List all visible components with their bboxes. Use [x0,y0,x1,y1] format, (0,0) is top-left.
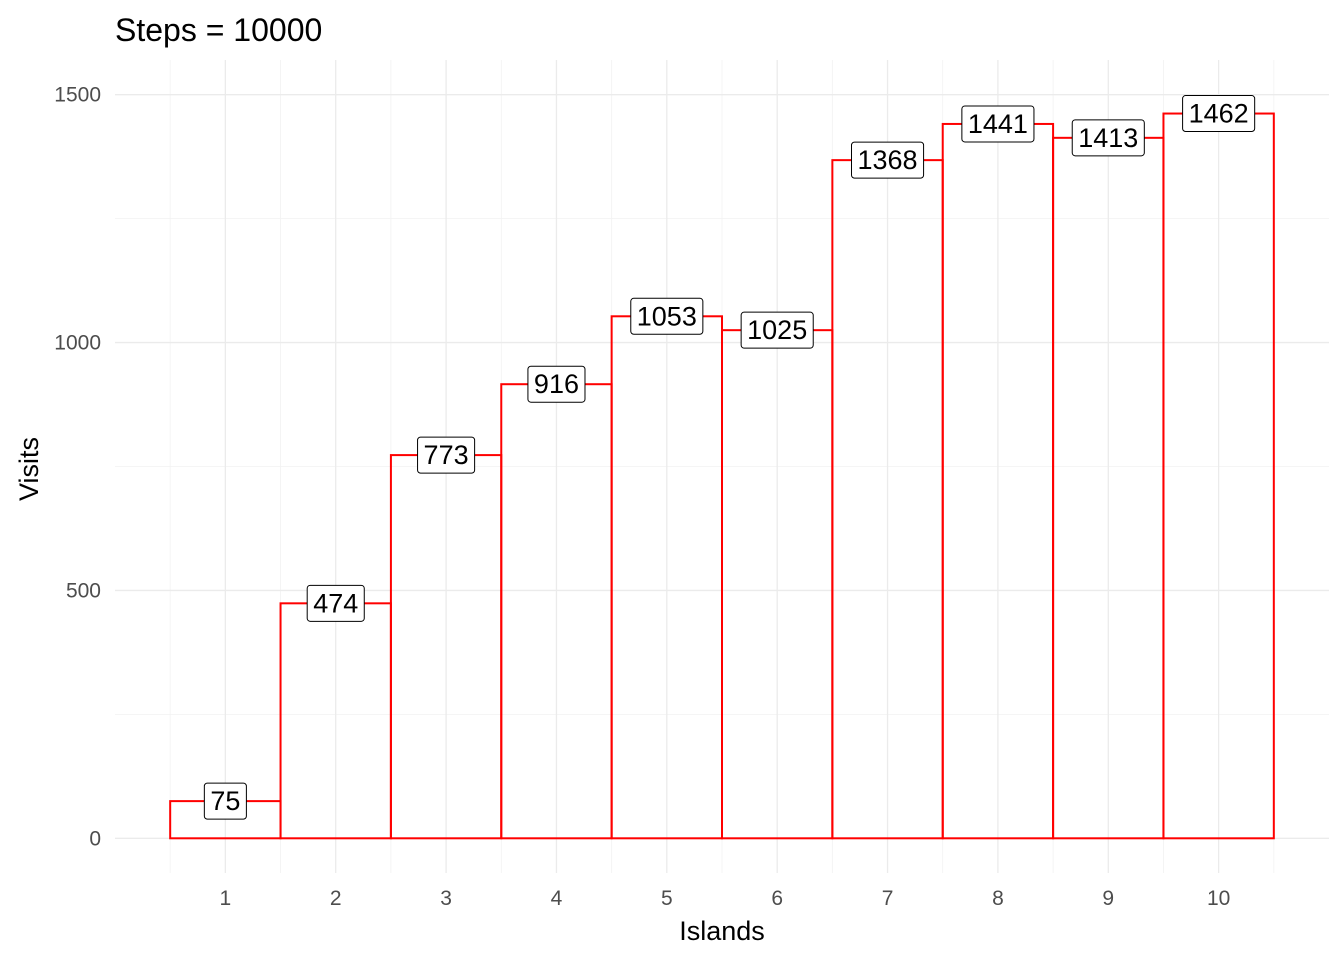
x-tick-label: 1 [220,887,232,910]
x-tick-label: 7 [882,887,894,910]
data-label-text: 916 [534,369,579,399]
y-tick-label: 0 [89,827,101,850]
data-label: 1053 [630,297,704,335]
data-label: 773 [417,436,476,474]
data-label-text: 75 [210,786,240,816]
data-label-box [1071,119,1145,157]
data-label-box [1182,95,1256,133]
data-label: 1025 [740,311,814,349]
x-tick-label: 9 [1102,887,1114,910]
data-label-box [630,297,704,335]
data-label: 474 [306,584,365,622]
axis-ticks: 0 500 1000 1500 1 2 3 4 5 6 7 8 9 10 [54,84,1230,910]
data-label: 1441 [961,105,1035,143]
x-tick-label: 3 [440,887,452,910]
data-label-text: 1441 [968,109,1028,139]
data-label: 1368 [851,141,925,179]
x-tick-label: 5 [661,887,673,910]
data-label-box [740,311,814,349]
data-label-box [203,782,247,820]
chart-title: Steps = 10000 [115,12,322,48]
data-label: 1413 [1071,119,1145,157]
y-tick-label: 1500 [54,84,101,107]
data-label: 75 [203,782,247,820]
data-label-box [417,436,476,474]
x-tick-label: 10 [1207,887,1230,910]
y-axis-title: Visits [14,437,44,501]
x-tick-label: 2 [330,887,342,910]
data-label-box [851,141,925,179]
data-label-box [527,365,586,403]
y-tick-label: 1000 [54,332,101,355]
data-labels: 75 474 773 916 1053 1025 1368 1441 1413 1462 [203,95,1256,820]
data-label-text: 1053 [637,301,697,331]
data-label-text: 474 [313,588,358,618]
x-tick-label: 4 [551,887,563,910]
data-label-text: 1368 [858,145,918,175]
y-tick-label: 500 [66,579,101,602]
x-tick-label: 6 [771,887,783,910]
data-label: 916 [527,365,586,403]
data-label-box [961,105,1035,143]
data-label-text: 773 [424,440,469,470]
data-label: 1462 [1182,95,1256,133]
x-tick-label: 8 [992,887,1004,910]
x-axis-title: Islands [679,916,765,946]
data-label-box [306,584,365,622]
data-label-text: 1462 [1189,99,1249,129]
data-label-text: 1413 [1078,123,1138,153]
data-label-text: 1025 [747,315,807,345]
